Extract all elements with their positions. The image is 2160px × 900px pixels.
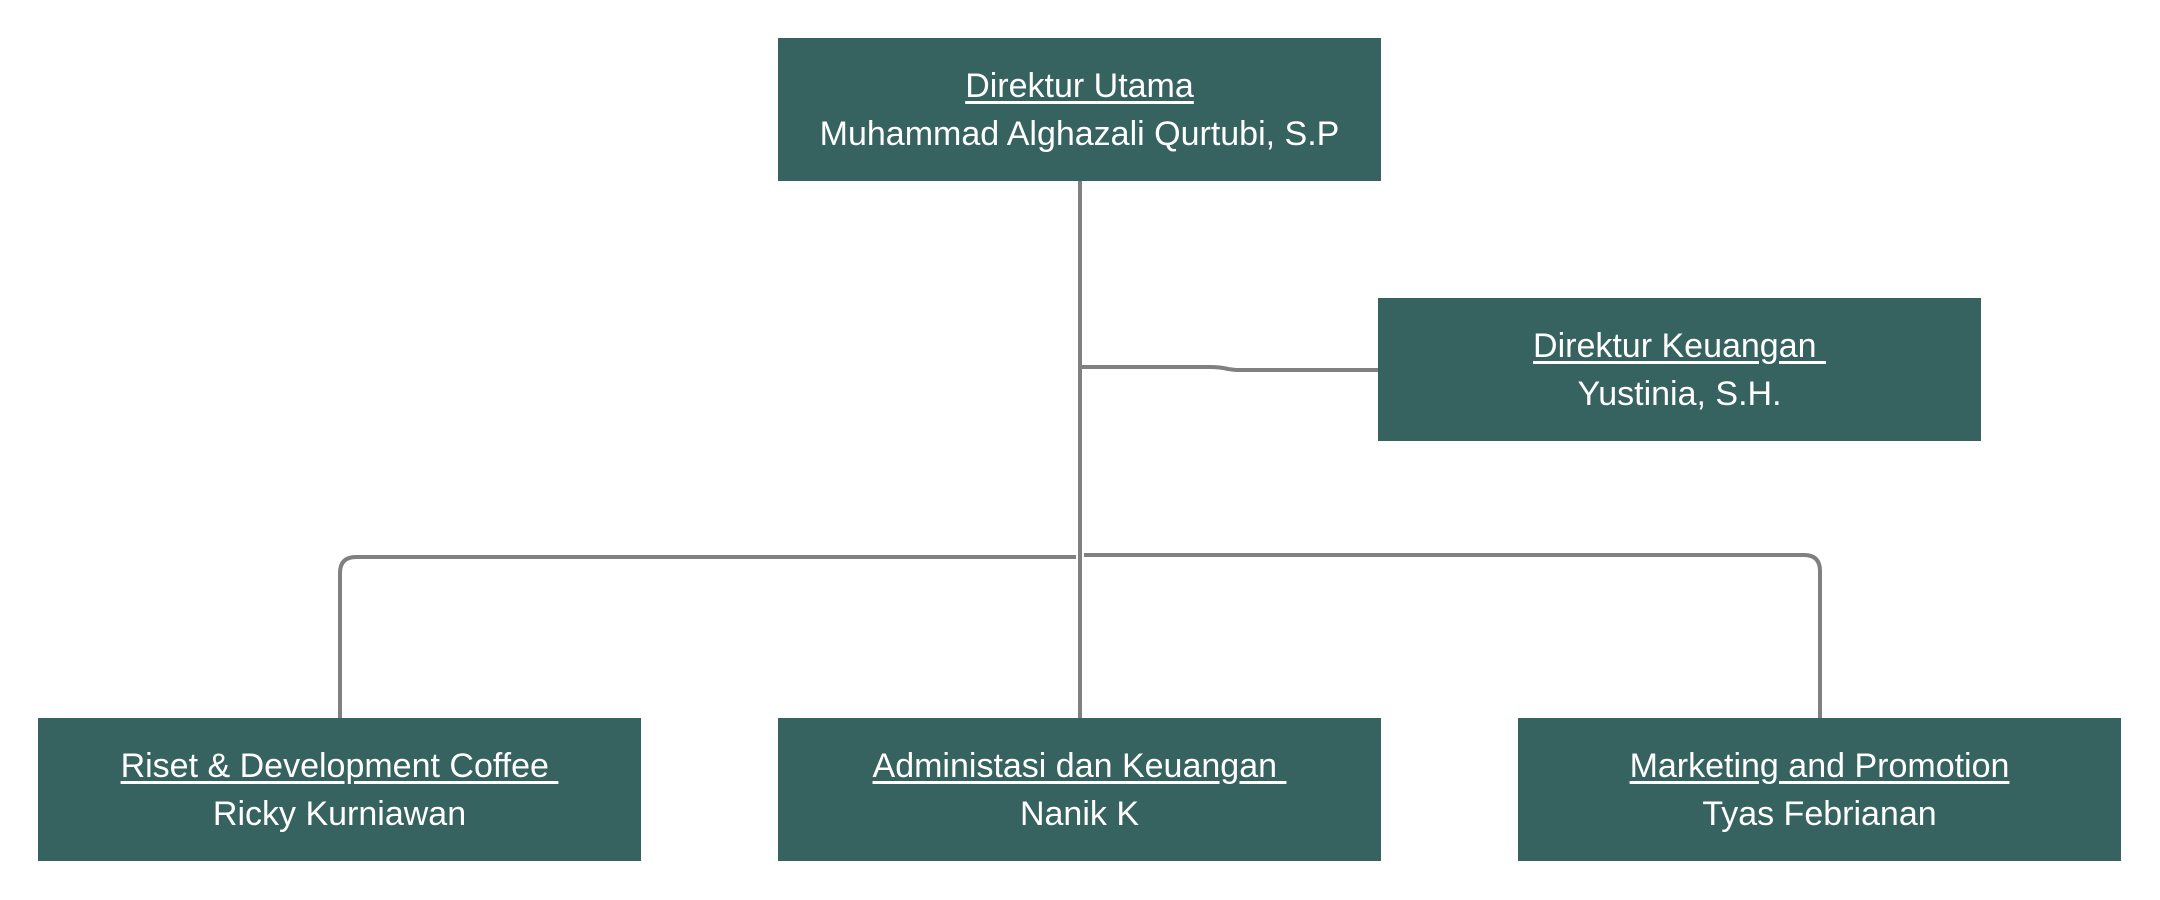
node-role-label: Direktur Utama xyxy=(965,66,1194,105)
node-administrasi-keuangan[interactable]: Administasi dan Keuangan Nanik K xyxy=(778,718,1381,861)
node-role-label: Administasi dan Keuangan xyxy=(872,746,1287,785)
node-role-label: Marketing and Promotion xyxy=(1629,746,2010,785)
connector-ceo-marketing xyxy=(1084,553,1822,718)
node-direktur-utama[interactable]: Direktur Utama Muhammad Alghazali Qurtub… xyxy=(778,38,1381,181)
node-person-name: Tyas Febrianan xyxy=(1702,794,1937,833)
node-person-name: Nanik K xyxy=(1019,794,1140,833)
node-marketing-promotion[interactable]: Marketing and Promotion Tyas Febrianan xyxy=(1518,718,2121,861)
connector-ceo-cfo xyxy=(1080,365,1378,372)
node-person-name: Muhammad Alghazali Qurtubi, S.P xyxy=(819,114,1340,153)
node-person-name: Yustinia, S.H. xyxy=(1577,374,1782,413)
node-person-name: Ricky Kurniawan xyxy=(212,794,467,833)
node-riset-development[interactable]: Riset & Development Coffee Ricky Kurniaw… xyxy=(38,718,641,861)
node-role-label: Riset & Development Coffee xyxy=(120,746,559,785)
connector-ceo-rnd xyxy=(338,555,1076,718)
node-role-label: Direktur Keuangan xyxy=(1533,326,1826,365)
node-direktur-keuangan[interactable]: Direktur Keuangan Yustinia, S.H. xyxy=(1378,298,1981,441)
